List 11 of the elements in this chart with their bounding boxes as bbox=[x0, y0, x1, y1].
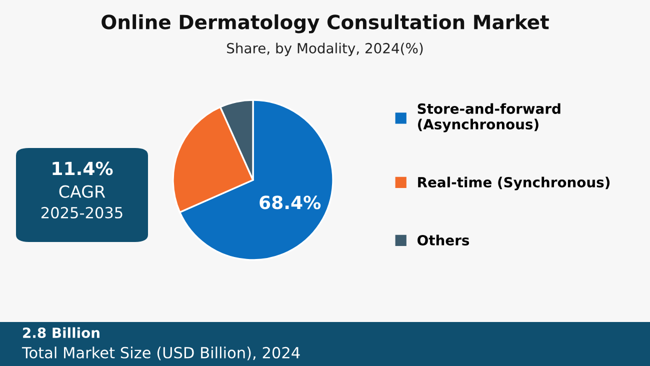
text: Total Market Size (USD Billion), 2024 bbox=[22, 346, 300, 360]
legend-label: Others bbox=[418, 234, 470, 246]
legend-label: Store-and-forward (Asynchronous) bbox=[418, 103, 560, 132]
text: 11.4% bbox=[52, 162, 113, 176]
data-label: 68.4% bbox=[260, 196, 321, 210]
text: 2.8 Billion bbox=[23, 327, 100, 338]
chart-subtitle: Share, by Modality, 2024(%) bbox=[227, 42, 423, 56]
chart-title: Online Dermatology Consultation Market bbox=[102, 14, 549, 34]
legend-label: Real-time (Synchronous) bbox=[418, 176, 610, 190]
text: 2025-2035 bbox=[41, 206, 122, 218]
text: CAGR bbox=[59, 185, 106, 198]
